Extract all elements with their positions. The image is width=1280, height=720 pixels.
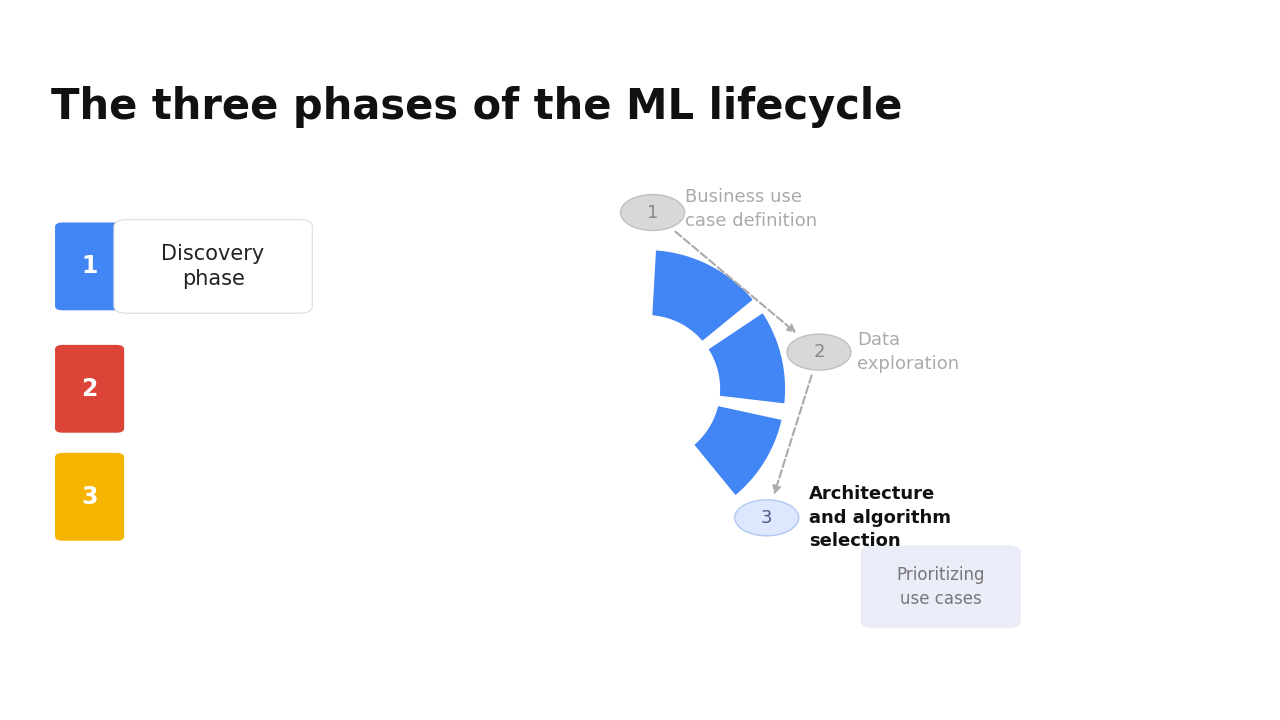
FancyBboxPatch shape — [55, 453, 124, 541]
Text: 2: 2 — [82, 377, 97, 401]
FancyBboxPatch shape — [55, 345, 124, 433]
Circle shape — [735, 500, 799, 536]
FancyBboxPatch shape — [860, 546, 1021, 628]
Text: Data
exploration: Data exploration — [858, 331, 960, 373]
Polygon shape — [707, 311, 787, 405]
Circle shape — [621, 194, 685, 230]
Text: 1: 1 — [82, 254, 97, 279]
Text: Architecture
and algorithm
selection: Architecture and algorithm selection — [809, 485, 951, 550]
FancyBboxPatch shape — [55, 222, 124, 310]
Text: Business use
case definition: Business use case definition — [685, 188, 817, 230]
Text: Prioritizing
use cases: Prioritizing use cases — [896, 566, 986, 608]
Text: Discovery
phase: Discovery phase — [161, 244, 265, 289]
Text: The three phases of the ML lifecycle: The three phases of the ML lifecycle — [51, 86, 902, 128]
Text: 2: 2 — [813, 343, 824, 361]
Text: 1: 1 — [646, 204, 658, 222]
Polygon shape — [650, 248, 755, 343]
Polygon shape — [692, 404, 783, 498]
FancyBboxPatch shape — [114, 220, 312, 313]
Text: 3: 3 — [82, 485, 97, 509]
Circle shape — [787, 334, 851, 370]
Text: 3: 3 — [760, 509, 772, 527]
